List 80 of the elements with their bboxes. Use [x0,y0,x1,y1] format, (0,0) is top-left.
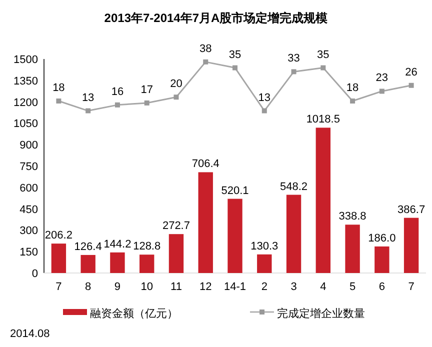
data-label: 186.0 [368,232,396,244]
y-tick-label: 900 [20,140,38,152]
data-label: 35 [317,48,330,61]
bar [286,194,302,273]
data-label: 520.1 [221,184,249,197]
y-tick-label: 450 [20,204,38,216]
data-label: 16 [111,86,124,98]
data-label: 386.7 [398,204,426,216]
data-label: 126.4 [74,240,102,253]
data-label: 130.3 [250,240,278,252]
x-tick-label: 2 [261,281,268,293]
x-tick-label: 11 [170,281,182,293]
data-label: 38 [199,42,212,55]
data-label: 17 [140,84,153,96]
point [203,59,208,64]
point [408,82,414,88]
y-tick-label: 750 [20,161,38,173]
x-tick-label: 4 [320,281,326,293]
bar [228,198,242,273]
point [86,108,91,114]
y-tick-label: 1350 [14,75,38,88]
point [350,98,356,104]
point [291,69,296,74]
y-tick-label: 1200 [14,96,38,109]
data-label: 33 [288,52,300,65]
y-tick-label: 150 [20,246,38,259]
x-tick-label: 3 [290,281,297,293]
bar [198,172,213,273]
bar [404,218,419,273]
point [56,98,62,104]
x-tick-label: 10 [140,281,153,293]
x-tick-label: 5 [349,281,356,293]
point [232,65,238,70]
text: 2014.08 [10,328,50,340]
x-tick-label: 8 [85,281,92,293]
bar [140,254,154,273]
bar [168,234,184,273]
data-label: 18 [346,82,359,94]
point [114,102,120,108]
data-label: 35 [228,48,242,61]
point [320,65,326,70]
data-label: 13 [258,92,271,104]
y-tick-label: 600 [20,182,38,194]
point [262,108,267,114]
data-label: 26 [405,66,418,78]
x-tick-label: 9 [114,281,121,293]
x-tick-label: 14-1 [224,281,246,293]
bar [110,252,125,273]
data-label: 18 [52,82,65,94]
data-label: 128.8 [133,240,161,253]
y-tick-label: 1050 [14,118,38,130]
point [144,100,150,106]
data-label: 206.2 [44,230,72,242]
data-label: 1018.5 [306,114,340,126]
x-tick-label: 7 [408,281,414,293]
data-label: 20 [170,78,182,90]
bar [257,254,272,273]
bar [316,128,330,273]
point [174,94,179,100]
data-label: 706.4 [192,158,220,170]
bar [345,224,360,273]
data-label: 272.7 [162,220,190,232]
y-tick-label: 300 [20,225,38,238]
x-tick-label: 6 [378,281,385,293]
data-label: 144.2 [104,238,132,250]
data-label: 23 [376,72,388,84]
y-tick-label: 0 [32,268,38,280]
bar [374,246,390,273]
x-tick-label: 12 [199,281,212,293]
x-tick-label: 7 [56,281,62,293]
data-label: 13 [82,92,94,104]
chart-title: 2013年7-2014年7月A股市场定增完成规模 [104,11,328,25]
point [379,88,384,94]
bar [51,244,66,273]
y-tick-label: 1500 [14,54,38,66]
data-label: 548.2 [280,180,308,193]
bar [80,254,96,273]
legend-label: 融资金额（亿元） [90,307,178,320]
data-label: 338.8 [338,210,366,223]
legend-label: 完成定增企业数量 [277,307,365,320]
